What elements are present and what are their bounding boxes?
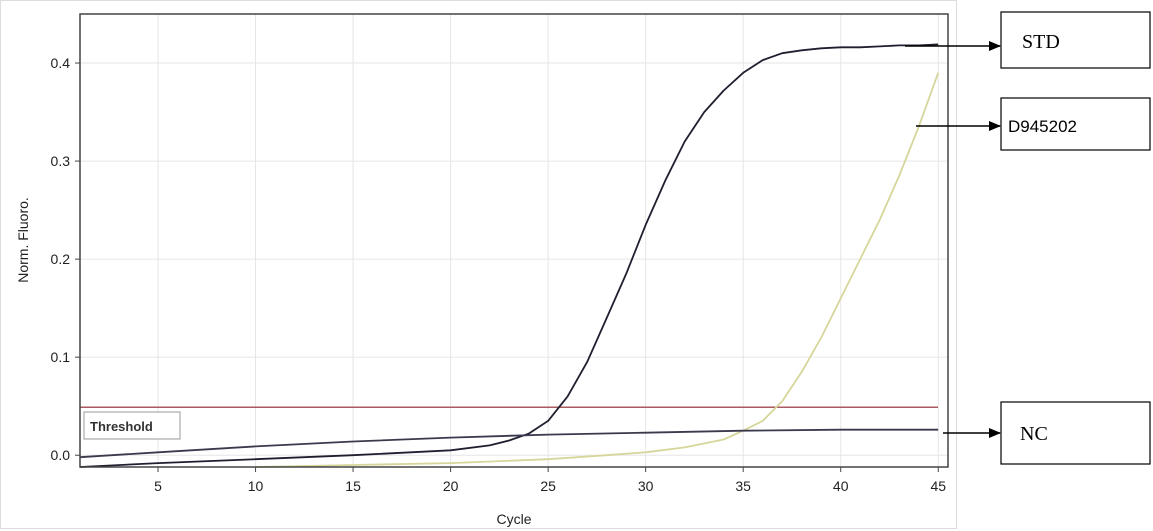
- y-tick-label-2: 0.2: [51, 251, 71, 267]
- callout-label-std: STD: [1022, 31, 1060, 53]
- series-line-d945202: [255, 72, 940, 468]
- plot-area: [80, 14, 948, 467]
- callout-label-nc: NC: [1020, 423, 1048, 445]
- plot-frame: [79, 13, 949, 468]
- y-tick-label-3: 0.3: [51, 153, 71, 169]
- x-axis-title: Cycle: [496, 511, 531, 527]
- callout-std: STD: [905, 11, 1151, 69]
- threshold-label-box: [83, 411, 181, 440]
- series-line-nc: [79, 428, 939, 459]
- x-tick-label-5: 5: [154, 478, 162, 494]
- x-tick-label-10: 10: [248, 478, 264, 494]
- callout-d945202: D945202: [916, 97, 1151, 151]
- threshold-label: Threshold: [90, 419, 153, 434]
- y-tick-label-1: 0.1: [51, 349, 71, 365]
- series-layer: [79, 43, 940, 468]
- y-axis-title: Norm. Fluoro.: [15, 197, 31, 283]
- x-tick-label-25: 25: [540, 478, 556, 494]
- x-tick-label-20: 20: [443, 478, 459, 494]
- callout-label-d945202: D945202: [1008, 117, 1077, 136]
- x-axis-ticks: 5 10 15 20 25 30 35 40 45: [154, 467, 946, 494]
- y-axis-ticks: 0.0 0.1 0.2 0.3 0.4: [51, 55, 80, 463]
- y-tick-label-0: 0.0: [51, 447, 71, 463]
- vertical-gridlines: [157, 14, 939, 467]
- callout-box-nc: [1000, 401, 1151, 465]
- series-line-std: [79, 43, 939, 468]
- x-tick-label-15: 15: [345, 478, 361, 494]
- x-tick-label-40: 40: [833, 478, 849, 494]
- x-tick-label-35: 35: [735, 478, 751, 494]
- horizontal-gridlines: [80, 62, 948, 456]
- callout-nc: NC: [943, 401, 1151, 465]
- x-tick-label-45: 45: [930, 478, 946, 494]
- x-tick-label-30: 30: [638, 478, 654, 494]
- callout-box-d945202: [1000, 97, 1151, 151]
- y-tick-label-4: 0.4: [51, 55, 71, 71]
- callout-box-std: [1000, 11, 1151, 69]
